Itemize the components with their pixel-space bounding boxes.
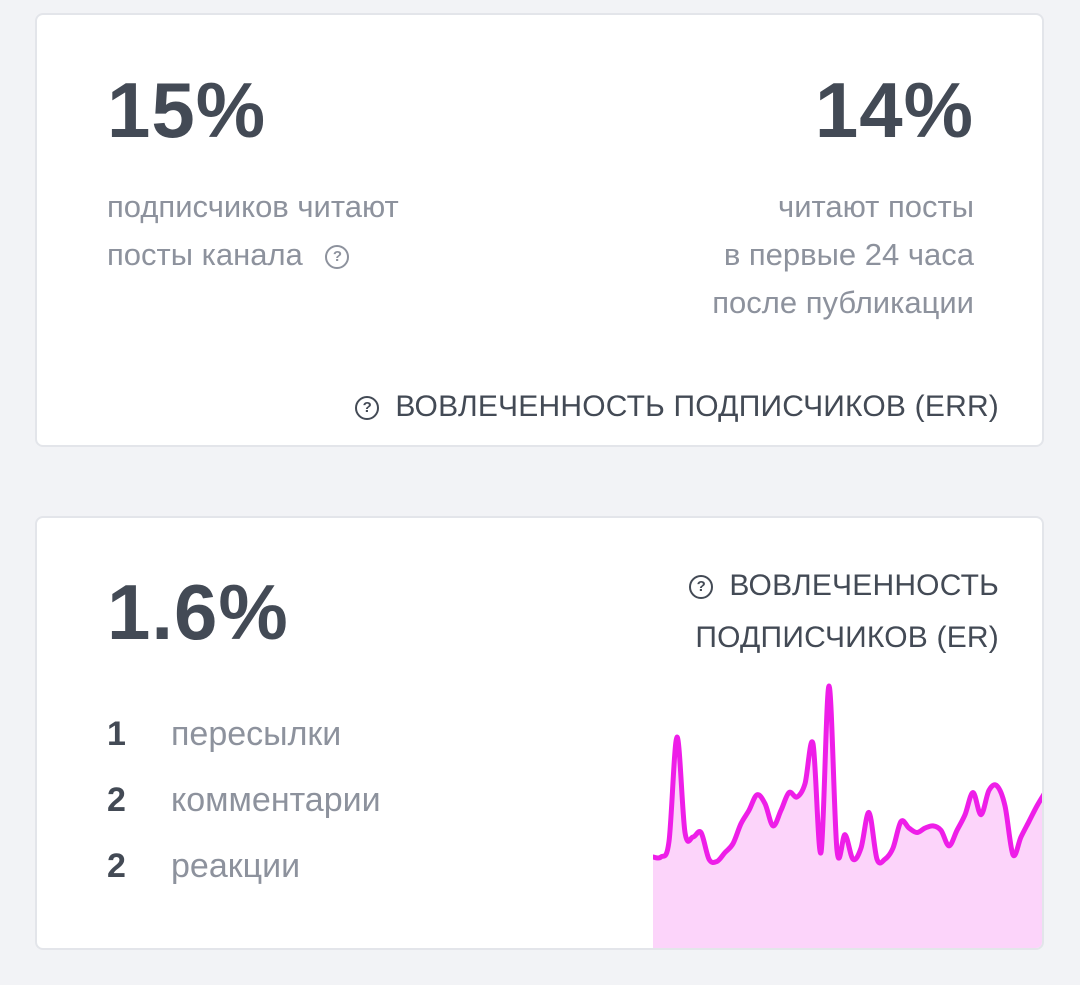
err-24h-value: 14% (814, 66, 974, 154)
err-subscribers-value: 15% (107, 66, 267, 154)
err-24h-desc-line1: читают посты (778, 189, 974, 224)
er-title: ? ВОВЛЕЧЕННОСТЬ ПОДПИСЧИКОВ (ER) (689, 560, 999, 664)
stat-forwards-label: пересылки (171, 715, 342, 753)
err-24h-desc-line3: после публикации (712, 285, 974, 320)
err-24h-desc: читают посты в первые 24 часа после публ… (712, 183, 974, 327)
stat-comments-count: 2 (107, 781, 126, 819)
stat-reactions-count: 2 (107, 847, 126, 885)
err-subscribers-desc: подписчиков читают посты канала ? (107, 183, 399, 279)
question-circle-icon[interactable]: ? (689, 575, 714, 600)
err-subscribers-desc-line1: подписчиков читают (107, 189, 399, 224)
question-circle-icon[interactable]: ? (325, 244, 350, 269)
err-24h-desc-line2: в первые 24 часа (723, 237, 974, 272)
er-title-line1-row: ? ВОВЛЕЧЕННОСТЬ (689, 560, 999, 612)
stat-reactions: 2 реакции (107, 846, 300, 886)
question-circle-icon[interactable]: ? (355, 396, 380, 421)
er-sparkline-chart (653, 683, 1042, 948)
er-title-line2: ПОДПИСЧИКОВ (ER) (695, 621, 999, 654)
stat-forwards: 1 пересылки (107, 714, 341, 754)
er-card: 1.6% ? ВОВЛЕЧЕННОСТЬ ПОДПИСЧИКОВ (ER) 1 пе… (35, 516, 1044, 950)
stat-comments-label: комментарии (171, 781, 381, 819)
err-subscribers-desc-line2: посты канала (107, 237, 303, 272)
er-title-line1: ВОВЛЕЧЕННОСТЬ (729, 569, 999, 602)
sparkline-area (653, 685, 1042, 948)
err-card: 15% подписчиков читают посты канала ? 14… (35, 13, 1044, 447)
stat-comments: 2 комментарии (107, 780, 381, 820)
stat-reactions-label: реакции (171, 847, 301, 885)
err-subscribers-desc-line2-row: посты канала ? (107, 231, 399, 279)
stat-forwards-count: 1 (107, 715, 126, 753)
er-value: 1.6% (107, 568, 289, 656)
err-title-text: ВОВЛЕЧЕННОСТЬ ПОДПИСЧИКОВ (ERR) (395, 390, 999, 423)
err-title: ? ВОВЛЕЧЕННОСТЬ ПОДПИСЧИКОВ (ERR) (355, 381, 999, 433)
sparkline-series-line (653, 683, 1042, 866)
